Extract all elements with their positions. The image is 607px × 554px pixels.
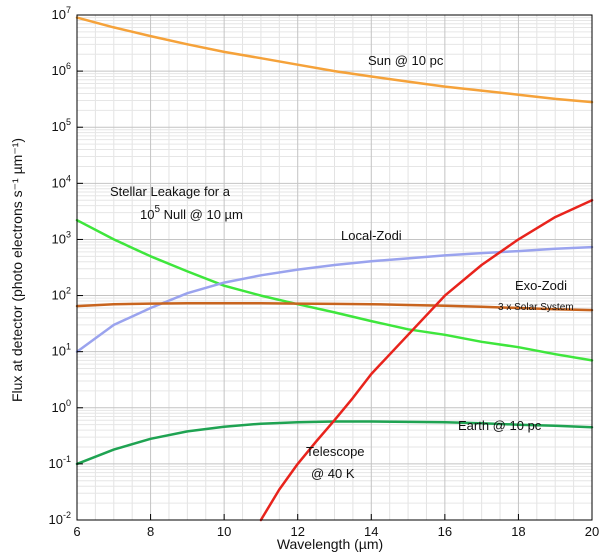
annotation-sun: Sun @ 10 pc [368, 53, 444, 68]
x-tick-label: 14 [364, 524, 378, 539]
annotation-stellar-base: 10 [140, 207, 154, 222]
x-tick-label: 18 [511, 524, 525, 539]
annotation-stellar-rest: Null @ 10 µm [160, 207, 243, 222]
y-tick-label: 103 [52, 229, 71, 246]
series-line-stellar-leakage [75, 218, 594, 362]
x-tick-label: 10 [217, 524, 231, 539]
annotation-exo-zodi: Exo-Zodi [515, 278, 567, 293]
series-line-exo-zodi [75, 301, 594, 312]
y-tick-label: 107 [52, 5, 71, 22]
annotation-stellar-leakage-line2: 105 Null @ 10 µm [140, 204, 243, 222]
y-axis-label: Flux at detector (photo electrons s⁻¹ µm… [9, 138, 25, 402]
y-tick-label: 105 [52, 117, 71, 134]
x-tick-label: 20 [585, 524, 599, 539]
y-tick-label: 10-2 [49, 510, 71, 527]
annotation-telescope-line2: @ 40 K [311, 466, 355, 481]
annotation-earth: Earth @ 10 pc [458, 418, 542, 433]
y-axis-ticks: 10-2 10-1 100 101 102 103 104 105 106 107 [49, 5, 83, 527]
x-tick-label: 16 [438, 524, 452, 539]
y-tick-label: 101 [52, 342, 71, 359]
series-line-sun [75, 16, 594, 104]
x-tick-label: 8 [147, 524, 154, 539]
series-line-telescope [259, 198, 594, 522]
annotation-exo-zodi-sub: 3 x Solar System [498, 302, 574, 313]
x-axis-label: Wavelength (µm) [277, 536, 383, 552]
x-tick-label: 12 [290, 524, 304, 539]
annotation-local-zodi: Local-Zodi [341, 228, 402, 243]
y-tick-label: 102 [52, 286, 71, 303]
y-tick-label: 104 [52, 173, 71, 190]
series-lines [75, 16, 594, 522]
x-axis-ticks: 6 8 10 12 14 16 18 20 [73, 514, 599, 539]
annotation-stellar-exp: 5 [154, 204, 160, 215]
y-tick-label: 10-1 [49, 454, 71, 471]
annotation-stellar-leakage-line1: Stellar Leakage for a [110, 184, 231, 199]
y-tick-label: 106 [52, 61, 71, 78]
annotation-telescope-line1: Telescope [306, 444, 365, 459]
y-tick-label: 100 [52, 398, 71, 415]
plot-frame [76, 14, 593, 521]
x-tick-label: 6 [73, 524, 80, 539]
